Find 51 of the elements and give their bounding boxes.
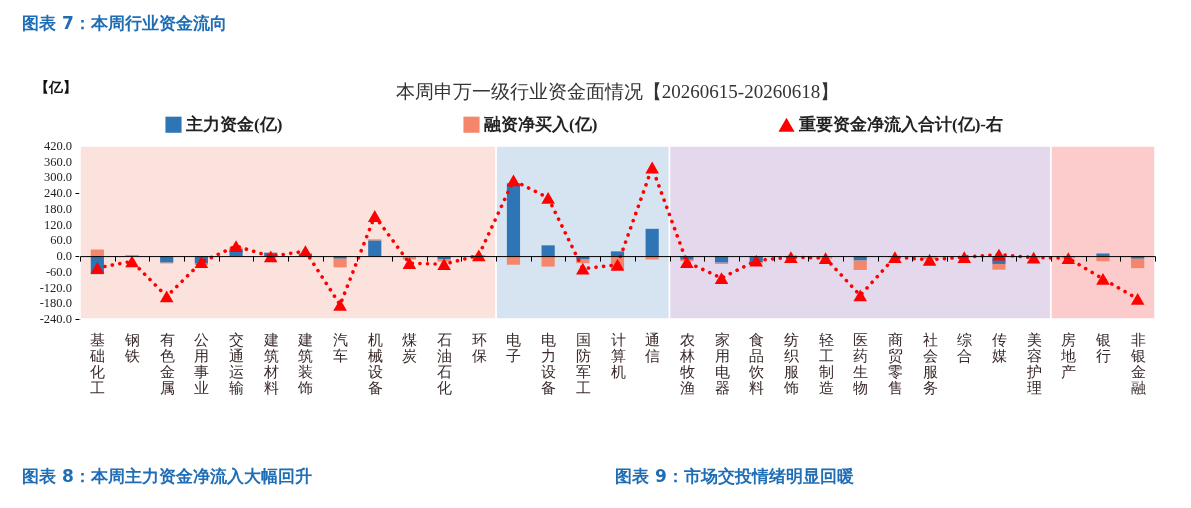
text: 图表 8：本周主力资金净流入大幅回升 [22,466,312,486]
x-tick-label: 计算机 [610,330,626,381]
x-tick-label: 家用电器 [714,330,730,397]
y-tick-label: 180.0 [43,201,72,216]
x-tick-label: 交通运输 [229,330,245,397]
x-tick-label: 社会服务 [922,330,938,397]
y-tick-label: -180.0 [39,296,72,311]
x-tick-label: 银行 [1094,330,1111,365]
x-tick-label: 国防军工 [575,330,591,397]
x-tick-label: 轻工制造 [818,330,834,397]
x-tick-label: 电子 [506,330,522,365]
x-tick-label: 电力设备 [541,330,557,397]
x-tick-label: 综合 [957,330,973,365]
y-tick-label: 420.0 [43,139,72,153]
x-tick-label: 美容护理 [1025,330,1042,397]
x-tick-label: 房地产 [1060,330,1077,381]
chart-title: 本周申万一级行业资金面情况【20260615-20260618】 [395,81,840,102]
x-tick-label: 公用事业 [194,330,210,397]
x-tick-label: 汽车 [333,330,349,365]
y-tick-label: -120.0 [39,280,72,295]
x-tick-label: 食品饮料 [748,330,765,397]
text: 图表 9：市场交投情绪明显回暖 [615,466,854,486]
legend-label: 融资净买入(亿) [484,114,598,134]
x-tick-label: 机械设备 [367,330,383,397]
x-tick-label: 建筑材料 [262,330,279,397]
x-tick-label: 基础化工 [89,330,106,397]
text: 图表 7：本周行业资金流向 [22,13,227,33]
x-tick-label: 煤炭 [402,330,418,365]
x-tick-label: 医药生物 [853,330,869,397]
x-tick-label: 建筑装饰 [297,330,314,397]
x-tick-label: 钢铁 [124,330,141,365]
y-tick-label: 360.0 [43,154,72,169]
x-tick-label: 有色金属 [159,330,175,397]
y-axis-title: 【亿】 [34,79,77,95]
x-tick-label: 环保 [471,330,487,365]
y-tick-label: 240.0 [43,186,72,201]
x-tick-label: 农林牧渔 [678,330,695,397]
x-tick-label: 商贸零售 [887,330,903,397]
x-tick-label: 非银金融 [1129,330,1146,397]
y-tick-label: 120.0 [43,217,72,232]
y-tick-label: 0.0 [56,249,72,264]
y-tick-label: 60.0 [50,233,72,248]
y-tick-label: -240.0 [39,312,72,326]
legend-label: 主力资金(亿) [185,114,283,134]
legend-label: 重要资金净流入合计(亿)-右 [798,114,1003,134]
x-tick-label: 纺织服饰 [782,330,799,397]
y-tick-label: 300.0 [43,170,72,185]
x-tick-label: 石油石化 [437,330,453,397]
x-tick-label: 传媒 [991,330,1007,365]
y-tick-label: -60.0 [45,264,72,279]
x-tick-label: 通信 [645,330,661,365]
